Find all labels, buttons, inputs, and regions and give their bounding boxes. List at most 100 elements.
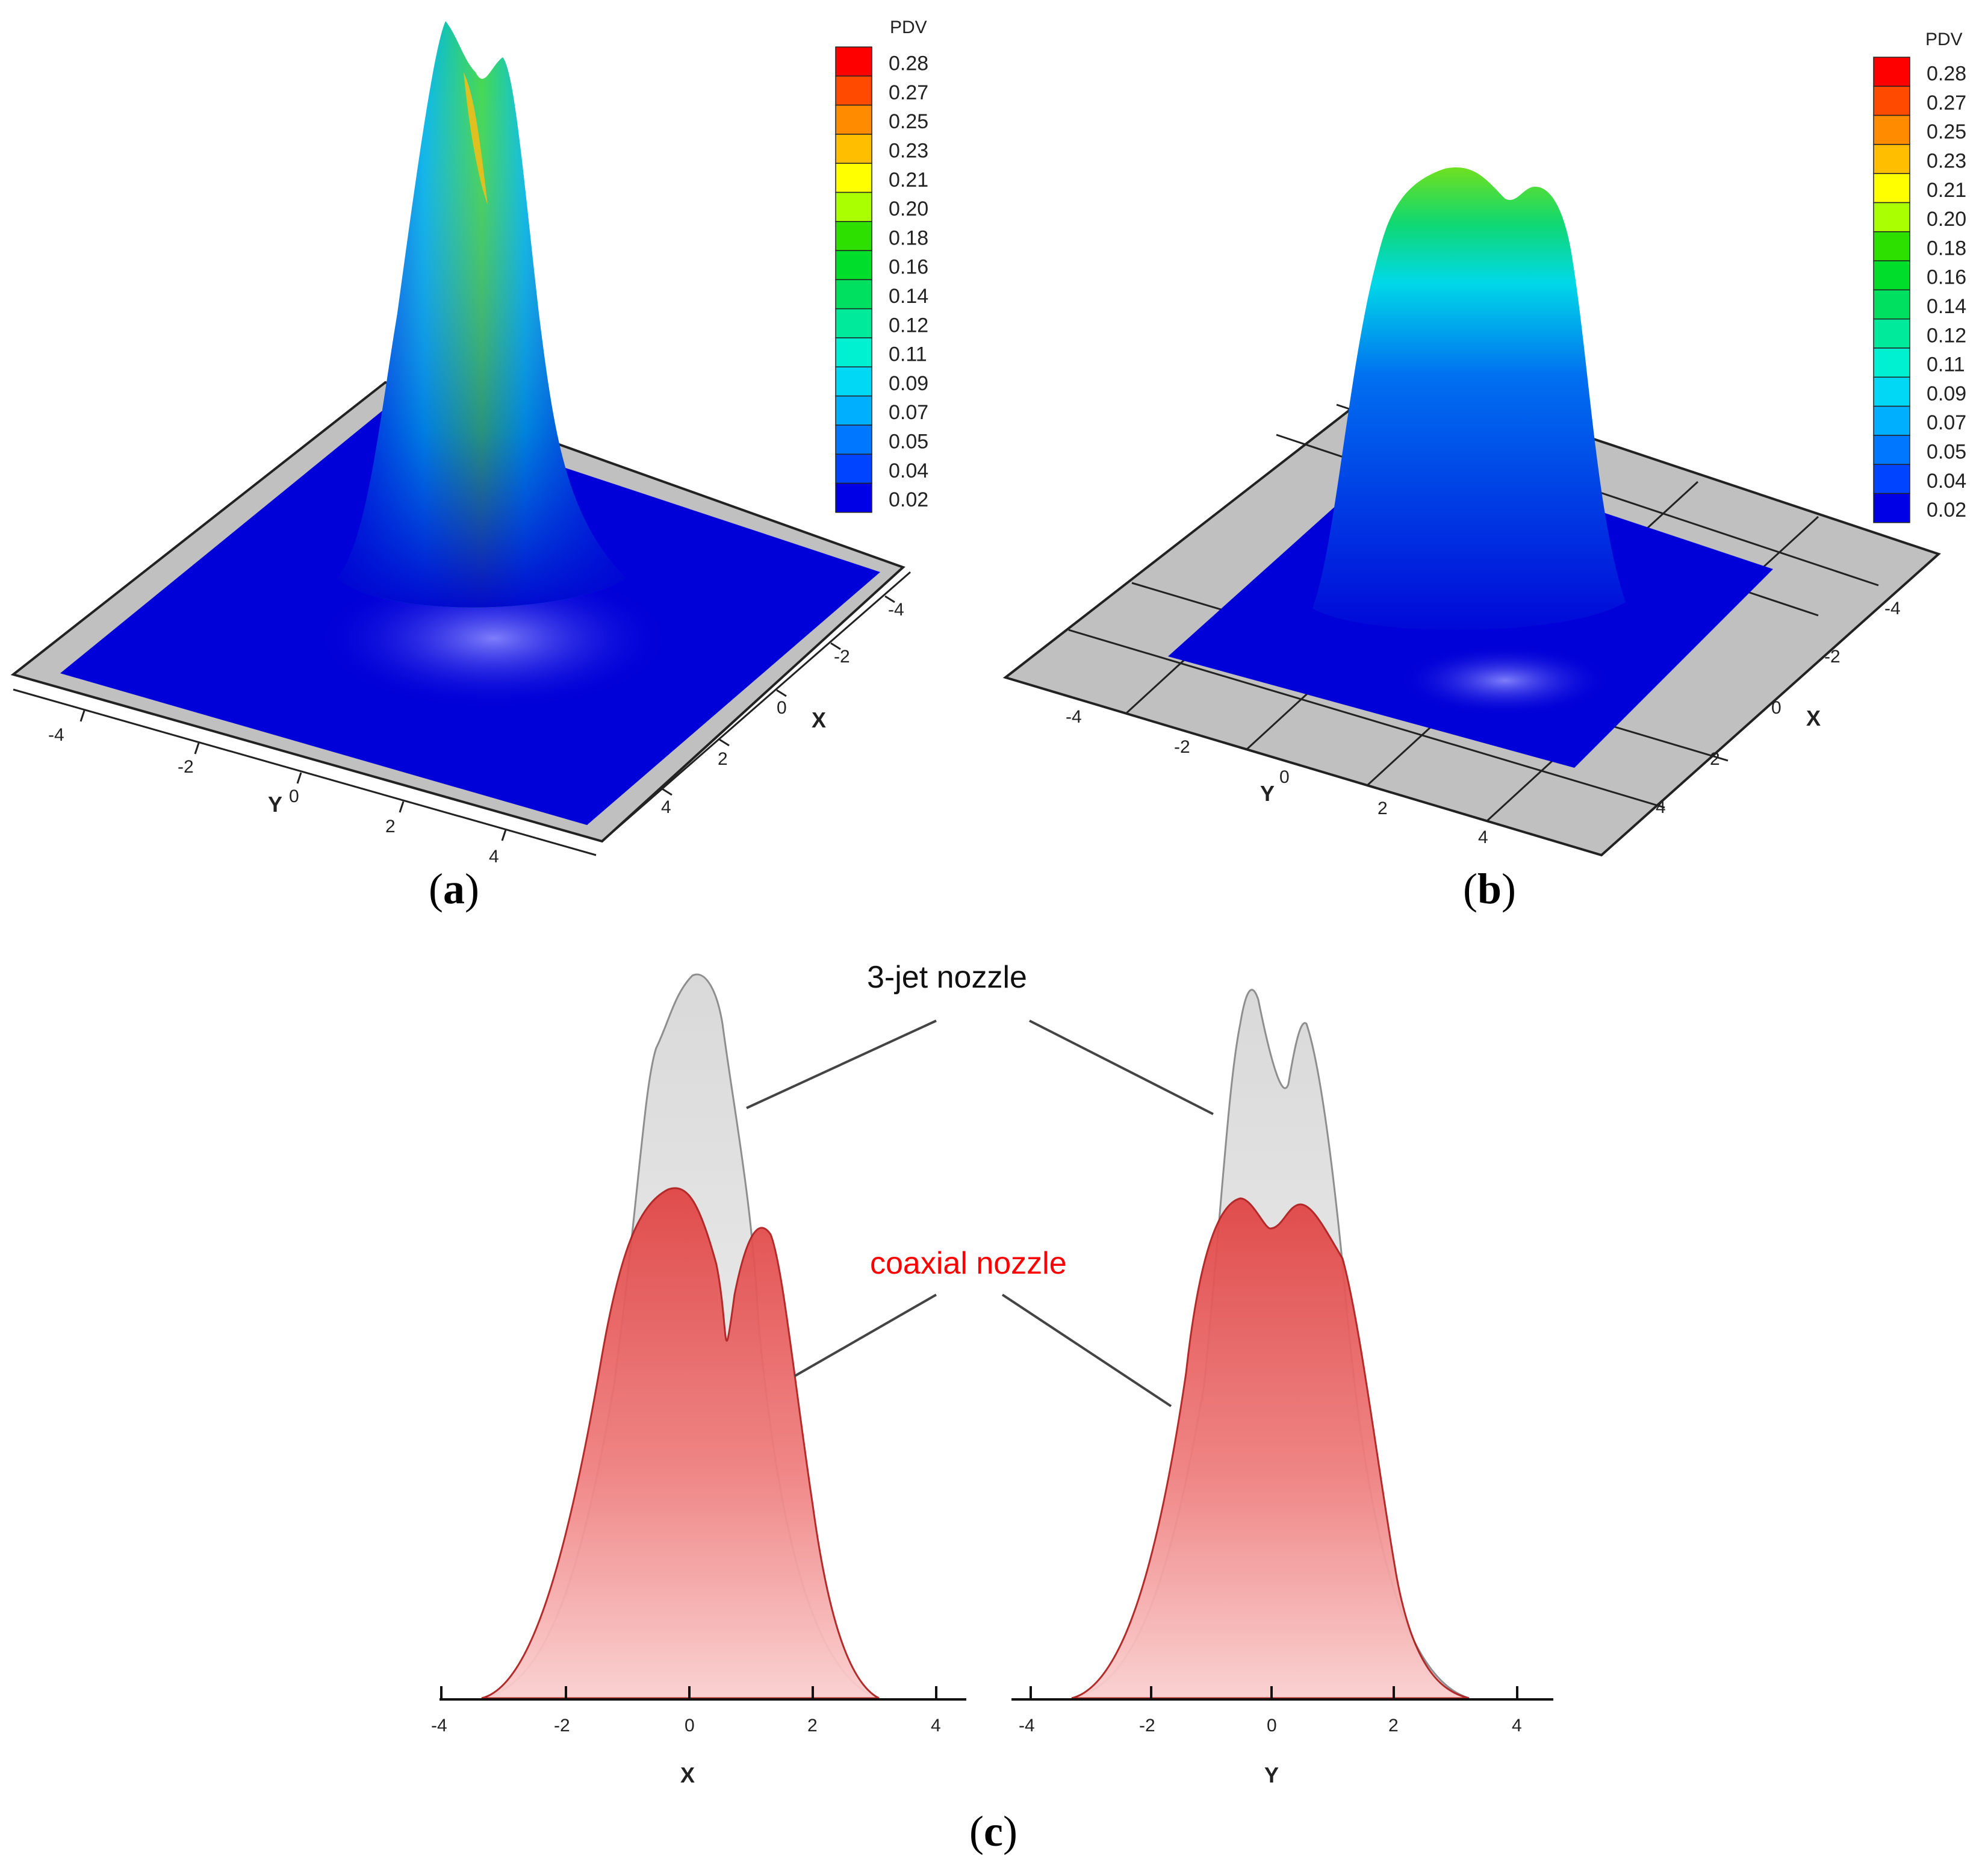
panel-a-axis-y-tick — [399, 801, 405, 813]
colorbar-swatch — [835, 279, 872, 310]
panel-a-axis-y-line — [13, 688, 597, 856]
colorbar-level-label: 0.21 — [889, 169, 928, 191]
colorbar-swatch — [835, 134, 872, 164]
panel-a-x-tick: 0 — [777, 698, 787, 718]
colorbar-level-label: 0.12 — [889, 314, 928, 337]
colorbar-swatch — [835, 221, 872, 251]
colorbar-level-label: 0.18 — [1927, 237, 1966, 260]
colorbar-swatch — [1873, 347, 1910, 378]
panel-a-y-tick: -4 — [48, 725, 64, 745]
panel-b-peak — [1312, 167, 1626, 631]
panel-a-y-axis-label: Y — [268, 792, 282, 817]
panel-c-left-coaxial-profile — [481, 1187, 880, 1699]
panel-c-3jet-leader-left — [746, 1020, 937, 1109]
panel-b-x-tick: -2 — [1824, 647, 1840, 667]
colorbar-swatch — [1873, 435, 1910, 465]
panel-c-left-axis-label: X — [680, 1763, 695, 1787]
panel-a-axis-x: -4 -2 0 2 4 X — [601, 571, 911, 842]
colorbar-level-label: 0.20 — [889, 198, 928, 220]
panel-c-left-tick: 0 — [685, 1716, 695, 1736]
panel-b-y-tick: -4 — [1066, 707, 1082, 727]
colorbar-level-label: 0.27 — [1927, 92, 1966, 114]
panel-b-grid-line — [1068, 629, 1665, 809]
colorbar-swatch — [835, 308, 872, 338]
panel-a-axis-x-tick — [830, 642, 841, 650]
colorbar-swatch — [1873, 114, 1910, 145]
colorbar-level-label: 0.11 — [1927, 353, 1965, 376]
panel-c-right-tick: -2 — [1139, 1716, 1155, 1736]
panel-a-peak-shade — [337, 21, 626, 608]
colorbar-swatch — [835, 366, 872, 397]
panel-a-axis-x-tick — [884, 595, 895, 603]
panel-b-y-tick: 0 — [1279, 767, 1290, 787]
colorbar-level-label: 0.12 — [1927, 324, 1966, 347]
panel-a-colorbar-title: PDV — [890, 17, 927, 37]
panel-c-right-coaxial-profile — [1071, 1197, 1470, 1699]
panel-a-axis-x-tick — [719, 738, 730, 747]
colorbar-level-label: 0.28 — [1927, 63, 1966, 86]
colorbar-level-label: 0.16 — [889, 256, 928, 279]
panel-a-peak-hot-spot — [464, 72, 488, 205]
colorbar-level-label: 0.04 — [1927, 470, 1966, 493]
colorbar-level-label: 0.14 — [1927, 295, 1966, 318]
panel-b-y-tick: 2 — [1378, 799, 1388, 818]
panel-c-coaxial-leader-left — [794, 1294, 937, 1377]
panel-c-right-tick: 2 — [1388, 1716, 1399, 1736]
colorbar-level-label: 0.02 — [889, 488, 928, 511]
colorbar-swatch — [1873, 289, 1910, 320]
panel-c-coaxial-label: coaxial nozzle — [870, 1246, 1067, 1281]
colorbar-swatch — [1873, 57, 1910, 87]
panel-c-left-tick: 4 — [931, 1716, 941, 1736]
colorbar-level-label: 0.16 — [1927, 266, 1966, 289]
colorbar-level-label: 0.25 — [889, 110, 928, 133]
panel-a-colorbar: PDV 0.28 0.27 0.25 0.23 0.21 0.20 0.18 0.16 0.14… — [835, 17, 928, 513]
panel-c-caption: (c) — [969, 1807, 1017, 1855]
colorbar-level-label: 0.09 — [889, 372, 928, 395]
colorbar-level-label: 0.28 — [889, 52, 928, 75]
colorbar-swatch — [835, 395, 872, 426]
colorbar-swatch — [1873, 260, 1910, 291]
colorbar-level-label: 0.05 — [1927, 441, 1966, 464]
colorbar-swatch — [835, 75, 872, 106]
panel-b-x-axis-label: X — [1806, 706, 1821, 730]
colorbar-level-label: 0.27 — [889, 81, 928, 104]
panel-b-axis-x-line — [1601, 553, 1939, 856]
panel-a-x-axis-label: X — [812, 708, 826, 732]
panel-c-right-tick: 0 — [1267, 1716, 1277, 1736]
colorbar-level-label: 0.07 — [1927, 411, 1966, 434]
panel-b-y-tick: -2 — [1174, 737, 1190, 757]
colorbar-swatch — [835, 337, 872, 368]
colorbar-level-label: 0.25 — [1927, 120, 1966, 143]
panel-b-x-tick: 4 — [1656, 797, 1666, 817]
panel-a-y-tick: 4 — [489, 847, 499, 867]
colorbar-level-label: 0.21 — [1927, 179, 1966, 202]
panel-a-x-tick: -2 — [834, 647, 850, 667]
colorbar-swatch — [1873, 144, 1910, 174]
panel-b-base-glow — [1397, 644, 1614, 717]
panel-a-x-tick: 4 — [661, 797, 671, 817]
panel-b-x-tick: -4 — [1884, 599, 1901, 618]
colorbar-swatch — [835, 191, 872, 222]
colorbar-swatch — [1873, 464, 1910, 494]
colorbar-swatch — [1873, 493, 1910, 523]
colorbar-swatch — [835, 250, 872, 281]
panel-c-3jet-leader-right — [1029, 1020, 1214, 1115]
colorbar-swatch — [1873, 318, 1910, 349]
colorbar-swatch — [835, 482, 872, 513]
panel-a-x-tick: 2 — [718, 749, 728, 769]
panel-b-x-tick: 2 — [1710, 749, 1720, 769]
colorbar-swatch — [1873, 231, 1910, 261]
panel-b-colorbar: PDV 0.28 0.27 0.25 0.23 0.21 0.20 0.18 0.16 0.14… — [1873, 30, 1966, 523]
panel-b: -4 -2 0 2 4 Y -4 -2 0 2 4 X PDV 0.28 0.27… — [1002, 30, 1966, 913]
colorbar-level-label: 0.02 — [1927, 499, 1966, 522]
colorbar-level-label: 0.23 — [1927, 150, 1966, 173]
panel-a-y-tick: 0 — [289, 786, 299, 806]
panel-c-left-tick: 2 — [807, 1716, 818, 1736]
colorbar-swatch — [835, 46, 872, 77]
panel-b-x-tick: 0 — [1771, 698, 1781, 718]
panel-c-right-axis-label: Y — [1264, 1763, 1279, 1787]
panel-c-3jet-label: 3-jet nozzle — [867, 960, 1027, 995]
panel-c-right-view: -4 -2 0 2 4 Y — [1011, 989, 1553, 1787]
colorbar-swatch — [835, 425, 872, 455]
